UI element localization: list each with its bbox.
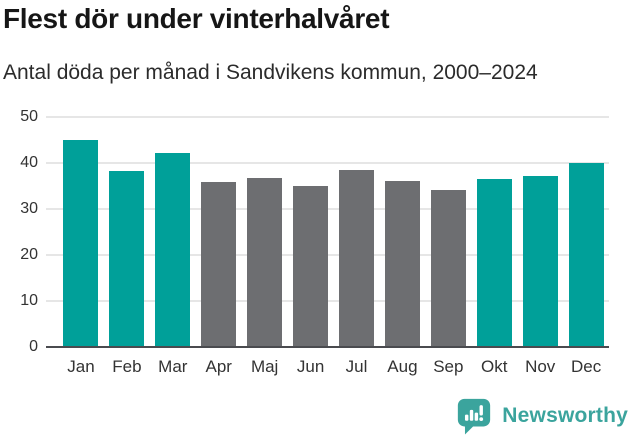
x-label-okt: Okt [481,357,508,376]
y-axis-tick-labels: 0 10 20 30 40 50 [0,109,38,355]
bar-column-jul [334,117,380,347]
bar-jun [293,186,329,347]
bar-nov [522,176,558,347]
bar-maj [247,177,283,347]
bar-column-okt [471,117,517,347]
x-axis-labels: Jan Feb Mar Apr Maj Jun Jul Aug Sep Okt Nov Dec [46,357,609,377]
bar-apr [201,181,237,347]
x-label-maj: Maj [250,357,279,376]
x-label-apr: Apr [205,357,232,376]
bar-mar [155,152,191,347]
gridline-40 [46,162,609,164]
x-label-jul: Jul [345,357,368,376]
bar-column-dec [563,117,609,347]
bar-dec [568,162,604,347]
bar-jul [338,170,374,347]
x-label-mar: Mar [158,357,188,376]
brand-name: Newsworthy [502,404,628,427]
bar-column-sep [425,117,471,347]
bar-column-feb [104,117,150,347]
y-tick-label-50: 50 [20,108,38,125]
x-label-dec: Dec [570,357,602,376]
x-label-aug: Aug [387,357,418,376]
y-tick-label-0: 0 [29,338,38,355]
bar-okt [476,178,512,347]
bar-feb [109,170,145,347]
y-tick-label-10: 10 [20,292,38,309]
gridline-50 [46,116,609,118]
newsworthy-logo-icon [458,398,491,435]
footer-branding: Newsworthy [455,396,628,436]
x-label-jan: Jan [67,357,95,376]
bars-row [46,117,609,347]
bar-column-maj [242,117,288,347]
y-tick-label-20: 20 [20,246,38,263]
bar-column-jun [288,117,334,347]
chart-title: Flest dör under vinterhalvåret [3,3,390,34]
bar-column-jan [58,117,104,347]
bar-sep [430,189,466,347]
y-tick-label-40: 40 [20,154,38,171]
x-axis-line [46,346,609,348]
x-label-sep: Sep [433,357,464,376]
chart-subtitle: Antal döda per månad i Sandvikens kommun… [3,61,538,84]
x-label-feb: Feb [112,357,142,376]
x-label-jun: Jun [296,357,325,376]
bar-column-mar [150,117,196,347]
bar-column-apr [196,117,242,347]
bar-column-aug [379,117,425,347]
bar-aug [384,181,420,347]
bar-jan [63,140,99,347]
bar-column-nov [517,117,563,347]
y-tick-label-30: 30 [20,200,38,217]
x-label-nov: Nov [525,357,556,376]
plot-area [46,116,609,348]
